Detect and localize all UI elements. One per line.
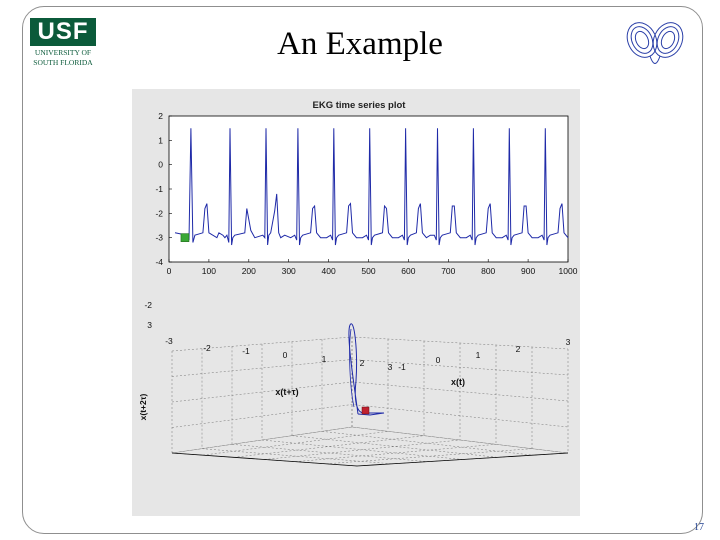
ekg-x-tick-label: 500 (361, 266, 375, 276)
ekg-series-line (174, 128, 569, 246)
ekg-series (174, 128, 569, 246)
phase-y-tick-label: -3 (165, 336, 173, 346)
phase-y-axis-label: x(t+τ) (275, 387, 298, 397)
ekg-x-tick-label: 300 (282, 266, 296, 276)
ekg-y-tick-label: -4 (155, 257, 163, 267)
ekg-y-tick-label: -3 (155, 233, 163, 243)
slide-title: An Example (277, 26, 443, 62)
phase-marker (361, 406, 370, 415)
phase-x-tick-label: 2 (516, 344, 521, 354)
phase-y-tick-label: -1 (242, 346, 250, 356)
ekg-x-tick-label: 100 (202, 266, 216, 276)
ekg-y-tick-label: -2 (155, 208, 163, 218)
phase-floor-gridline (264, 439, 461, 460)
phase-x-tick-label: 3 (566, 337, 571, 347)
phase-floor-gridline (291, 435, 498, 458)
phase-z-tick-label: -1 (144, 289, 152, 291)
usf-logo-line1: UNIVERSITY OF (34, 48, 92, 57)
phase-z-axis-label: x(t+2τ) (138, 393, 148, 420)
phase-y-tick-label: 0 (283, 350, 288, 360)
phase-z-tick-label: 3 (147, 320, 152, 330)
ekg-y-tick-label: -1 (155, 184, 163, 194)
ekg-x-tick-label: 0 (167, 266, 172, 276)
phase-y-tick-label: 2 (360, 358, 365, 368)
ekg-y-tick-label: 1 (158, 135, 163, 145)
phase-wall-gridline (171, 359, 569, 377)
phase-wall-gridline (171, 381, 569, 403)
phase-y-tick-label: 3 (388, 362, 393, 372)
ekg-marker (180, 233, 190, 242)
ekg-chart: EKG time series plot 2 1 0 -1 -2 -3 -4 0 100 200… (155, 100, 578, 276)
ekg-x-tick-label: 1000 (559, 266, 578, 276)
phase-wall-gridline (171, 404, 569, 428)
phase-axis-line (171, 452, 358, 467)
phase-y-tick-label: -2 (203, 343, 211, 353)
phase-wall-gridline (171, 336, 569, 352)
phase-floor (171, 426, 569, 467)
ekg-y-tick-label: 0 (158, 160, 163, 170)
phase-x-tick-label: 0 (436, 355, 441, 365)
ekg-x-tick-label: 600 (401, 266, 415, 276)
phase-floor-gridline (321, 431, 533, 456)
phase-floor-gridline (231, 444, 428, 462)
ekg-y-axis: 2 1 0 -1 -2 -3 -4 (155, 111, 172, 267)
ekg-x-tick-label: 900 (521, 266, 535, 276)
phase-grid (171, 336, 569, 467)
page-number: 17 (694, 522, 704, 533)
ekg-x-tick-label: 700 (441, 266, 455, 276)
slide-frame (22, 6, 703, 534)
ekg-x-tick-label: 400 (322, 266, 336, 276)
lorenz-butterfly-icon (626, 22, 684, 64)
phase-trajectory (348, 323, 385, 416)
phase-z-tick-label: -2 (144, 300, 152, 310)
phase-axis-line (356, 452, 569, 467)
figure-panel: EKG time series plot 2 1 0 -1 -2 -3 -4 0 100 200… (132, 89, 580, 516)
phase-y-tick-label: 1 (322, 354, 327, 364)
phase-trajectory (349, 328, 355, 408)
ekg-x-tick-label: 800 (481, 266, 495, 276)
phase-wall-gridline (171, 426, 569, 454)
ekg-x-tick-label: 200 (242, 266, 256, 276)
phase-x-tick-label: 1 (476, 350, 481, 360)
ekg-chart-title: EKG time series plot (313, 100, 407, 111)
ekg-x-axis: 0 100 200 300 400 500 600 700 800 900 1000 (167, 259, 578, 276)
ekg-y-tick-label: 2 (158, 111, 163, 121)
usf-logo-line2: SOUTH FLORIDA (33, 58, 93, 67)
phase-floor-gridline (295, 444, 497, 462)
phase-x-tick-label: -1 (398, 362, 406, 372)
usf-logo-mark: USF (30, 18, 96, 46)
usf-logo: USF UNIVERSITY OF SOUTH FLORIDA (30, 18, 96, 70)
phase-x-axis-label: x(t) (451, 377, 465, 387)
phase-floor-gridline (261, 439, 463, 460)
phase-series (348, 323, 385, 416)
